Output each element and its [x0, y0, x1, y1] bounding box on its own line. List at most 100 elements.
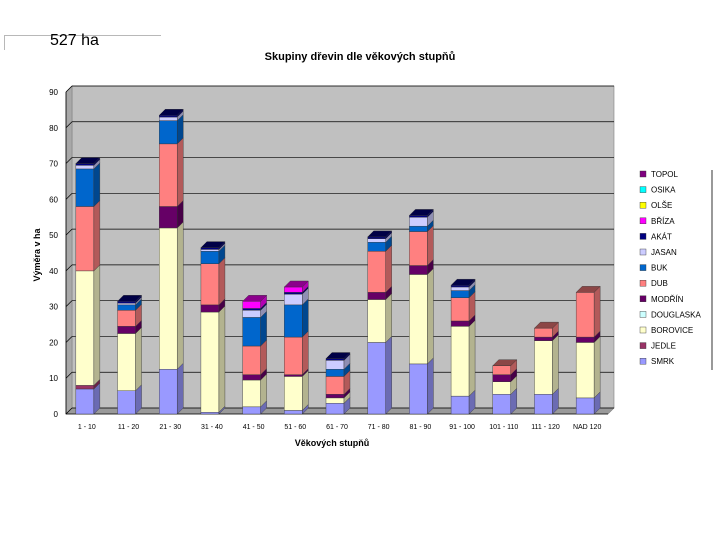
bar-segment-borovice-side [177, 221, 184, 370]
bar-segment-smrk [200, 412, 220, 415]
bar-segment-smrk [75, 388, 95, 415]
bar-segment-buk [409, 225, 428, 232]
bar-segment-buk [200, 251, 220, 264]
bar-segment-smrk-side [427, 357, 434, 415]
bar-segment-borovice [200, 311, 220, 413]
bar-top-cap [200, 241, 226, 248]
legend-entry: OLŠE [651, 201, 672, 210]
bar-segment-borovice [242, 379, 261, 408]
bar-top-cap [242, 295, 268, 302]
bar-segment-modřín [409, 265, 428, 275]
bar-segment-borovice [450, 326, 470, 397]
bar-segment-jasan [367, 238, 386, 243]
bar-segment-dub [284, 336, 303, 375]
bar-segment-borovice-side [427, 267, 434, 365]
plot-side-wall [65, 85, 73, 415]
bar-segment-dub [409, 231, 428, 266]
bar-segment-borovice [367, 299, 386, 343]
gridline-side [65, 157, 73, 164]
bar-top-cap [158, 109, 184, 116]
legend-swatch [639, 311, 647, 318]
bar-top-cap [283, 280, 309, 288]
bar-segment-jasan [117, 302, 136, 306]
bar-top-cap [533, 321, 559, 329]
x-tick-label: 31 - 40 [201, 424, 223, 431]
bar-segment-smrk [242, 406, 261, 415]
gridline-side [65, 121, 73, 129]
bar-segment-akát [159, 115, 178, 118]
bar-segment-akát [450, 285, 470, 288]
plot-area: 0 10 20 30 40 50 60 70 80 90 1 - 10 11 - 20 21 - 30 3… [49, 85, 615, 431]
x-tick-label: 61 - 70 [326, 424, 348, 431]
bar-top-cap [367, 230, 393, 238]
gridline-side [65, 264, 73, 272]
bar-segment-modřín [367, 292, 386, 300]
bar-segment-buk [450, 290, 470, 298]
bar-top-cap [450, 279, 476, 286]
y-tick-label: 60 [49, 195, 58, 204]
bar-segment-jasan [325, 360, 345, 370]
bar-segment-borovice-side [135, 327, 142, 392]
bar-top-cap [325, 352, 351, 359]
bar-segment-borovice [117, 333, 136, 391]
x-axis-label: Věkových stupňů [295, 438, 370, 448]
legend-entry: TOPOL [651, 170, 679, 179]
x-tick-label: 1 - 10 [78, 424, 96, 431]
bar-segment-smrk-side [385, 335, 392, 415]
bar-segment-buk-side [93, 162, 101, 207]
legend-entry: SMRK [651, 357, 675, 366]
bar-segment-modřín [492, 374, 511, 382]
bar-segment-akát [367, 236, 386, 239]
bar-segment-akát [242, 308, 261, 311]
bar-segment-dub [325, 376, 345, 395]
bar-segment-akát [117, 301, 136, 304]
y-axis-label: Výměra v ha [32, 227, 42, 281]
bar-segment-dub [492, 365, 511, 375]
y-tick-label: 30 [49, 303, 58, 312]
bar-segment-jasan [200, 249, 220, 252]
legend-swatch [639, 201, 647, 209]
bar-segment-borovice-side [385, 293, 392, 343]
y-tick-label: 70 [49, 160, 58, 169]
bar-segment-smrk [450, 395, 470, 415]
bar-segment-smrk [159, 369, 178, 415]
bar-segment-buk [367, 242, 386, 252]
legend-entry: OSIKA [651, 186, 676, 195]
bar-segment-modřín [159, 206, 178, 229]
x-tick-label: 71 - 80 [368, 424, 390, 431]
legend-entry: JASAN [651, 248, 677, 257]
bar-segment-dub [575, 292, 595, 338]
bar-segment-dub [450, 297, 470, 322]
bar-segment-borovice [534, 340, 553, 395]
bar-segment-buk [117, 304, 136, 311]
bar-top-cap [408, 209, 434, 216]
bar-segment-jasan [159, 116, 178, 121]
bar-segment-smrk [325, 403, 345, 415]
bar-segment-modřín [450, 320, 470, 327]
legend-entry: DUB [651, 279, 668, 288]
legend-swatch [639, 358, 647, 365]
bar-segment-smrk [284, 410, 303, 415]
legend-swatch [639, 326, 647, 334]
y-tick-label: 80 [49, 124, 58, 133]
y-tick-label: 20 [49, 338, 58, 347]
bar-segment-buk [159, 120, 178, 145]
bar-segment-modřín [284, 374, 303, 377]
gridline-side [65, 336, 73, 343]
gridline-side [65, 228, 73, 236]
bar-segment-dub [159, 143, 178, 207]
legend-entry: MODŘÍN [651, 295, 684, 304]
bar-segment-bříza [284, 286, 303, 293]
y-tick-label: 0 [54, 410, 59, 419]
bar-segment-borovice [75, 270, 95, 386]
bar-segment-dub-side [93, 200, 101, 272]
bar-segment-jedle [75, 385, 95, 390]
bar-segment-dub-side [302, 330, 309, 376]
bar-segment-smrk [534, 394, 553, 415]
bar-top-cap [75, 157, 101, 164]
legend-entry: AKÁT [651, 232, 672, 241]
bar-segment-modřín [200, 304, 220, 313]
bar-segment-dub [242, 345, 261, 375]
x-tick-label: 91 - 100 [449, 424, 475, 431]
